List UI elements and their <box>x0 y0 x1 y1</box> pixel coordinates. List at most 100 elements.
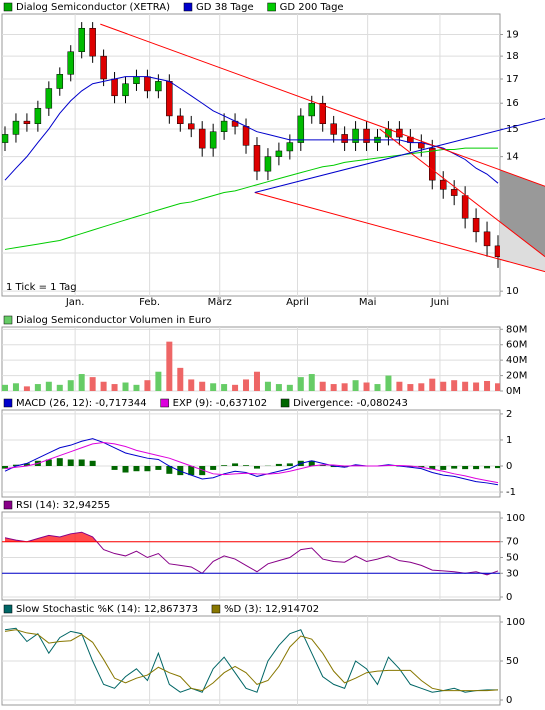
candle-body <box>177 115 184 124</box>
threshold-fill <box>5 532 498 542</box>
volume-bar <box>56 384 63 391</box>
legend-label: MACD (26, 12): -0,717344 <box>16 398 147 409</box>
volume-bar <box>495 383 500 391</box>
candle-body <box>67 51 74 75</box>
legend-swatch <box>183 2 193 12</box>
volume-bar <box>12 383 19 391</box>
volume-bar <box>341 383 348 391</box>
volume-bar <box>407 384 414 391</box>
divergence-bar <box>133 466 140 472</box>
legend-label: Slow Stochastic %K (14): 12,867373 <box>16 604 198 615</box>
y-tick-label: 40M <box>506 355 527 366</box>
candle-body <box>12 120 20 135</box>
volume-bar <box>253 371 260 391</box>
series-line <box>4 629 499 692</box>
x-tick-label: Jan. <box>65 297 85 308</box>
volume-bar <box>352 380 359 391</box>
volume-bar <box>144 380 151 391</box>
volume-bar <box>232 384 239 391</box>
divergence-bar <box>418 466 425 468</box>
y-tick-label: 30 <box>506 568 519 579</box>
divergence-bar <box>111 466 118 470</box>
divergence-bar <box>210 466 217 470</box>
legend-swatch <box>267 2 276 12</box>
y-tick-label: 17 <box>506 74 519 85</box>
candle-body <box>155 81 162 92</box>
volume-bar <box>78 374 85 391</box>
volume-bar <box>429 378 436 391</box>
divergence-bar <box>67 459 74 467</box>
y-tick-label: 60M <box>506 340 527 351</box>
candle-body <box>198 128 206 149</box>
legend-swatch <box>3 398 13 408</box>
divergence-bar <box>330 466 337 468</box>
volume-bar <box>374 384 381 391</box>
volume-bar <box>275 384 282 391</box>
y-tick-label: 1 <box>506 435 512 446</box>
candle-body <box>319 102 326 124</box>
divergence-bar <box>275 463 282 467</box>
divergence-bar <box>221 465 228 467</box>
volume-bar <box>330 384 337 391</box>
candle-body <box>450 189 458 196</box>
divergence-bar <box>199 466 206 476</box>
volume-bar <box>440 381 447 391</box>
divergence-bar <box>56 458 63 467</box>
candle-body <box>166 81 173 117</box>
note: 1 Tick = 1 Tag <box>6 282 77 293</box>
legend-label: Dialog Semiconductor (XETRA) <box>16 2 170 13</box>
legend-swatch <box>3 500 13 510</box>
plot-area <box>1 13 501 297</box>
y-tick-label: 19 <box>506 30 519 41</box>
candle-body <box>144 76 151 92</box>
candle-body <box>286 142 294 152</box>
volume-bar <box>286 384 293 391</box>
divergence-bar <box>495 466 500 469</box>
y-tick-label: 20M <box>506 371 527 382</box>
y-tick-label: 100 <box>506 617 525 628</box>
y-tick-label: 0 <box>506 695 512 706</box>
candle-body <box>242 126 250 146</box>
y-tick-label: 0 <box>506 461 512 472</box>
y-tick-label: -1 <box>506 487 516 498</box>
candle-body <box>461 195 469 219</box>
divergence-bar <box>188 466 195 476</box>
legend-label: Divergence: -0,080243 <box>293 398 408 409</box>
y-tick-label: 0 <box>506 592 512 603</box>
y-tick-label: 50 <box>506 553 519 564</box>
candle-body <box>253 145 261 172</box>
volume-bar <box>297 377 304 391</box>
volume-bar <box>100 381 107 391</box>
candle-body <box>363 128 370 143</box>
candle-body <box>209 131 217 149</box>
series-line <box>4 627 498 693</box>
legend-label: %D (3): 12,914702 <box>224 604 319 615</box>
volume-bar <box>89 377 96 391</box>
trendline <box>100 23 545 187</box>
candle-body <box>45 88 53 109</box>
divergence-bar <box>341 466 348 468</box>
legend-swatch <box>3 2 13 12</box>
candle-body <box>23 120 31 124</box>
volume-bar <box>199 381 206 391</box>
candle-body <box>89 27 96 57</box>
divergence-bar <box>319 464 326 467</box>
divergence-bar <box>89 460 96 467</box>
candle-body <box>56 74 64 89</box>
legend-label: Dialog Semiconductor Volumen in Euro <box>16 315 211 326</box>
divergence-bar <box>166 466 173 474</box>
candle-body <box>439 179 447 190</box>
divergence-bar <box>407 466 414 468</box>
volume-bar <box>122 382 129 391</box>
projection-fill <box>500 221 545 272</box>
candle-body <box>2 134 9 143</box>
volume-bar <box>243 379 250 391</box>
divergence-bar <box>12 464 19 467</box>
volume-bar <box>34 384 41 391</box>
legend-swatch <box>3 315 13 325</box>
x-tick-label: April <box>286 297 309 308</box>
series-line <box>4 76 499 184</box>
legend-swatch <box>3 604 13 614</box>
plot <box>4 531 499 576</box>
